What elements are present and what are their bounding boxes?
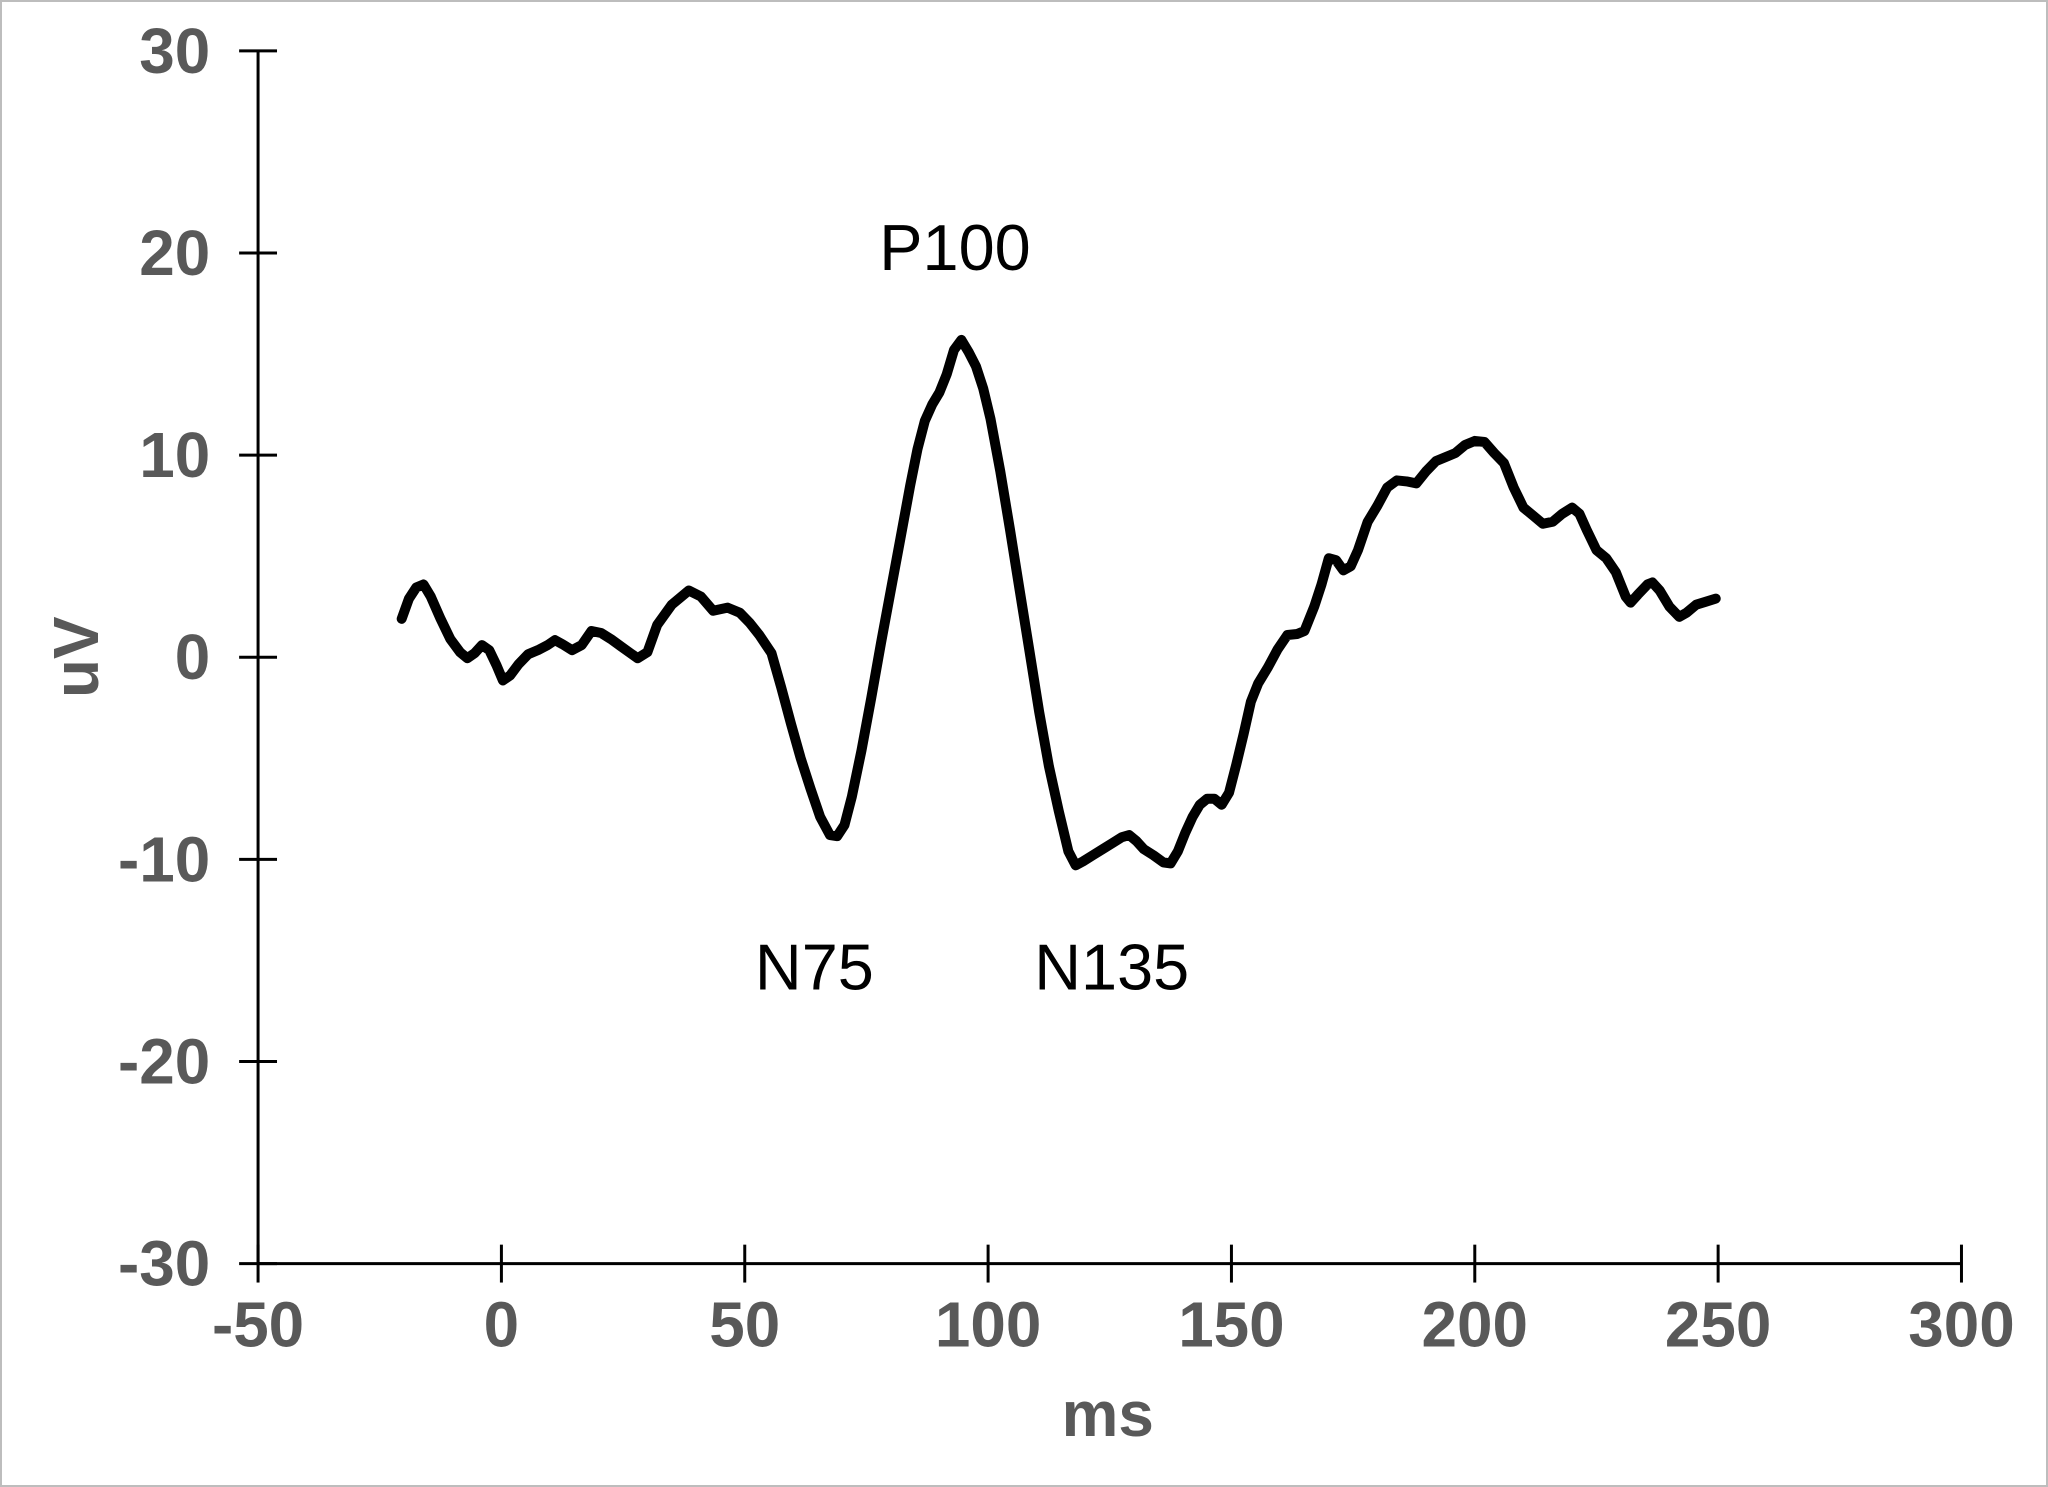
x-tick-label-200: 200 <box>1422 1288 1528 1360</box>
y-tick-label-30: 30 <box>139 15 210 87</box>
x-tick-label--50: -50 <box>212 1288 304 1360</box>
x-tick-label-100: 100 <box>935 1288 1041 1360</box>
annotation-N135: N135 <box>1034 930 1189 1003</box>
annotation-N75: N75 <box>755 930 874 1003</box>
y-tick-label--10: -10 <box>118 823 210 895</box>
x-tick-label-50: 50 <box>709 1288 780 1360</box>
x-axis-title: ms <box>1062 1378 1154 1450</box>
x-tick-label-250: 250 <box>1665 1288 1771 1360</box>
y-axis-title: uV <box>40 616 112 698</box>
y-tick-label-0: 0 <box>175 621 211 693</box>
y-tick-label--20: -20 <box>118 1025 210 1097</box>
x-tick-label-300: 300 <box>1908 1288 2014 1360</box>
x-tick-label-0: 0 <box>484 1288 520 1360</box>
y-tick-label--30: -30 <box>118 1228 210 1300</box>
y-tick-label-20: 20 <box>139 217 210 289</box>
annotation-P100: P100 <box>879 211 1030 284</box>
x-tick-label-150: 150 <box>1178 1288 1284 1360</box>
y-tick-label-10: 10 <box>139 419 210 491</box>
waveform-path <box>396 334 1721 871</box>
